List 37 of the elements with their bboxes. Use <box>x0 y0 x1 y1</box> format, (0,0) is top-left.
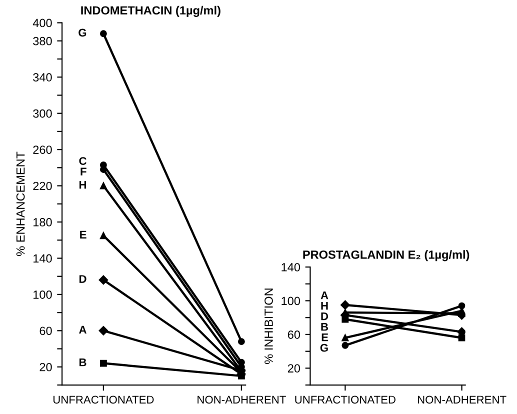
chart-title: PROSTAGLANDIN E₂ (1µg/ml) <box>303 250 470 262</box>
y-tick-label: 140 <box>34 254 52 263</box>
series-label: G <box>78 28 86 37</box>
x-tick-label: UNFRACTIONATED <box>53 396 154 404</box>
y-tick-label: 220 <box>33 182 52 190</box>
y-tick-label: 400 <box>32 18 52 28</box>
series-label: D <box>321 312 328 320</box>
series-label: A <box>79 326 86 334</box>
series-label: H <box>79 181 86 189</box>
series-label: F <box>80 168 86 176</box>
y-tick-label: 340 <box>33 73 52 82</box>
y-tick-label: 100 <box>34 290 52 299</box>
y-tick-label: 20 <box>288 364 300 373</box>
series-label: E <box>322 334 328 342</box>
x-tick-label: UNFRACTIONATED <box>295 396 396 404</box>
chart-title: INDOMETHACIN (1µg/ml) <box>81 6 220 17</box>
y-tick-label: 100 <box>282 296 300 306</box>
y-tick-label: 380 <box>33 36 52 46</box>
y-tick-label: 260 <box>33 146 52 154</box>
y-tick-label: 300 <box>33 109 52 118</box>
series-label: E <box>80 230 86 238</box>
series-label: D <box>79 275 86 283</box>
y-axis-title: % ENHANCEMENT <box>16 152 25 256</box>
series-label: B <box>321 323 328 331</box>
series-label: C <box>79 157 86 165</box>
y-tick-label: 140 <box>282 263 300 272</box>
y-tick-label: 20 <box>40 362 52 372</box>
y-tick-label: 60 <box>40 326 52 336</box>
series-label: A <box>320 291 328 300</box>
series-label: H <box>321 302 328 310</box>
x-tick-label: NON-ADHERENT <box>198 396 286 404</box>
y-tick-label: 180 <box>34 218 52 226</box>
series-label: G <box>320 344 328 352</box>
series-label: B <box>79 358 86 366</box>
y-axis-title: % INHIBITION <box>264 288 273 364</box>
x-tick-label: NON-ADHERENT <box>418 396 506 404</box>
y-tick-label: 60 <box>288 330 300 339</box>
